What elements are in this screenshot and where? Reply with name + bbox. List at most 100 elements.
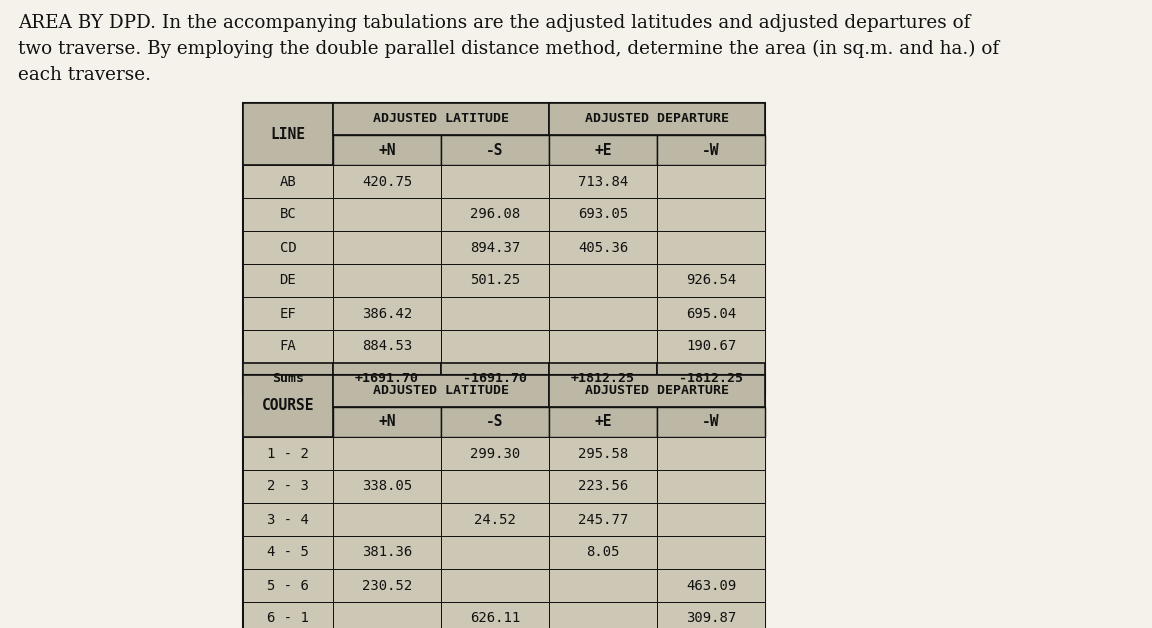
Text: 386.42: 386.42 (362, 306, 412, 320)
Bar (243, 198, 333, 231)
Bar (550, 264, 657, 297)
Bar (243, 297, 333, 330)
Text: 926.54: 926.54 (685, 274, 736, 288)
Bar (243, 375, 765, 628)
Bar (657, 470, 765, 503)
Bar (657, 264, 765, 297)
Text: +N: +N (378, 414, 396, 430)
Bar (333, 375, 550, 407)
Text: 8.05: 8.05 (586, 546, 620, 560)
Bar (333, 602, 441, 628)
Bar (441, 231, 550, 264)
Text: +E: +E (594, 143, 612, 158)
Text: +1812.25: +1812.25 (571, 372, 635, 384)
Bar (441, 602, 550, 628)
Bar (333, 363, 441, 393)
Text: 338.05: 338.05 (362, 480, 412, 494)
Bar (550, 198, 657, 231)
Bar (333, 437, 441, 470)
Text: 190.67: 190.67 (685, 340, 736, 354)
Bar (441, 198, 550, 231)
Text: 1 - 2: 1 - 2 (267, 447, 309, 460)
Text: -S: -S (486, 414, 503, 430)
Text: AREA BY DPD. In the accompanying tabulations are the adjusted latitudes and adju: AREA BY DPD. In the accompanying tabulat… (18, 14, 970, 32)
Bar (550, 407, 657, 437)
Bar (550, 569, 657, 602)
Text: two traverse. By employing the double parallel distance method, determine the ar: two traverse. By employing the double pa… (18, 40, 999, 58)
Bar (243, 231, 333, 264)
Bar (243, 165, 333, 198)
Text: -W: -W (703, 143, 720, 158)
Text: +E: +E (594, 414, 612, 430)
Text: ADJUSTED DEPARTURE: ADJUSTED DEPARTURE (585, 112, 729, 126)
Text: 695.04: 695.04 (685, 306, 736, 320)
Text: 713.84: 713.84 (578, 175, 628, 188)
Bar (657, 536, 765, 569)
Bar (657, 135, 765, 165)
Bar (550, 470, 657, 503)
Bar (441, 407, 550, 437)
Bar (657, 437, 765, 470)
Text: 6 - 1: 6 - 1 (267, 612, 309, 625)
Bar (441, 503, 550, 536)
Bar (243, 375, 333, 437)
Text: -1691.70: -1691.70 (463, 372, 526, 384)
Text: 4 - 5: 4 - 5 (267, 546, 309, 560)
Bar (550, 165, 657, 198)
Bar (333, 198, 441, 231)
Text: CD: CD (280, 241, 296, 254)
Text: -S: -S (486, 143, 503, 158)
Bar (550, 602, 657, 628)
Text: ADJUSTED DEPARTURE: ADJUSTED DEPARTURE (585, 384, 729, 398)
Text: 405.36: 405.36 (578, 241, 628, 254)
Bar (657, 569, 765, 602)
Text: +1691.70: +1691.70 (355, 372, 419, 384)
Text: 230.52: 230.52 (362, 578, 412, 592)
Bar (550, 437, 657, 470)
Text: 381.36: 381.36 (362, 546, 412, 560)
Text: LINE: LINE (271, 126, 305, 141)
Bar (550, 231, 657, 264)
Text: BC: BC (280, 207, 296, 222)
Bar (441, 135, 550, 165)
Bar (441, 165, 550, 198)
Bar (657, 297, 765, 330)
Bar (243, 503, 333, 536)
Bar (441, 297, 550, 330)
Text: ADJUSTED LATITUDE: ADJUSTED LATITUDE (373, 112, 509, 126)
Text: 299.30: 299.30 (470, 447, 520, 460)
Text: 295.58: 295.58 (578, 447, 628, 460)
Text: 5 - 6: 5 - 6 (267, 578, 309, 592)
Text: AB: AB (280, 175, 296, 188)
Bar (441, 264, 550, 297)
Bar (657, 503, 765, 536)
Text: 223.56: 223.56 (578, 480, 628, 494)
Bar (550, 503, 657, 536)
Text: COURSE: COURSE (262, 399, 314, 413)
Bar (657, 165, 765, 198)
Bar (333, 536, 441, 569)
Bar (333, 264, 441, 297)
Bar (657, 330, 765, 363)
Bar (243, 264, 333, 297)
Bar (243, 536, 333, 569)
Bar (333, 569, 441, 602)
Bar (441, 470, 550, 503)
Bar (657, 198, 765, 231)
Bar (333, 470, 441, 503)
Bar (333, 135, 441, 165)
Text: 894.37: 894.37 (470, 241, 520, 254)
Text: -W: -W (703, 414, 720, 430)
Text: DE: DE (280, 274, 296, 288)
Text: 420.75: 420.75 (362, 175, 412, 188)
Bar (243, 569, 333, 602)
Bar (243, 330, 333, 363)
Text: 296.08: 296.08 (470, 207, 520, 222)
Bar (243, 103, 333, 165)
Text: 309.87: 309.87 (685, 612, 736, 625)
Bar (550, 135, 657, 165)
Text: 501.25: 501.25 (470, 274, 520, 288)
Text: FA: FA (280, 340, 296, 354)
Bar (333, 165, 441, 198)
Bar (243, 470, 333, 503)
